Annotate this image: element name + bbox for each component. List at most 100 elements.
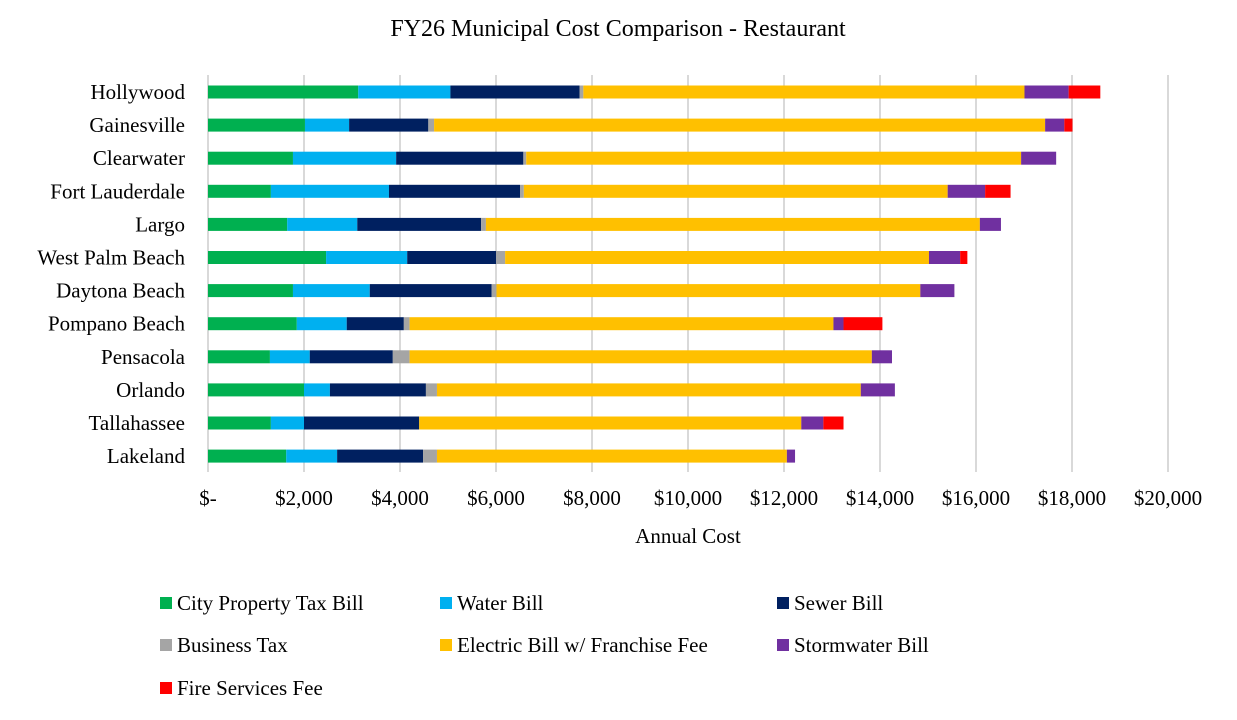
legend-swatch [160, 639, 172, 651]
bar-segment-water-bill [326, 251, 408, 264]
x-tick-labels: $- $2,000 $4,000 $6,000 $8,000 $10,000 $12,000… [199, 486, 1202, 510]
gridlines [207, 75, 1169, 472]
category-labels: Hollywood Gainesville Clearwater Fort Laude… [37, 80, 185, 468]
bar-segment-electric-bill-w-franchise-fee [505, 251, 929, 264]
bar-segment-stormwater-bill [979, 217, 1001, 231]
bar-segment-electric-bill-w-franchise-fee [523, 184, 948, 198]
x-tick-label: $2,000 [275, 486, 333, 510]
bar-segment-sewer-bill [337, 449, 424, 463]
bar-segment-electric-bill-w-franchise-fee [496, 284, 921, 298]
x-tick-label: $6,000 [467, 486, 525, 510]
bar-segment-business-tax [523, 151, 527, 165]
legend-label: Water Bill [457, 591, 544, 615]
legend-label: Fire Services Fee [177, 676, 323, 700]
bar-segment-city-property-tax-bill [208, 284, 293, 298]
bar-segment-electric-bill-w-franchise-fee [409, 350, 872, 364]
bar-segment-fire-services-fee [1064, 118, 1073, 132]
category-label: Tallahassee [89, 411, 185, 435]
bar-segment-water-bill [292, 151, 397, 165]
bar-segment-business-tax [579, 85, 584, 99]
x-tick-label: $12,000 [750, 486, 818, 510]
x-tick-label: $16,000 [942, 486, 1010, 510]
bar-segment-sewer-bill [309, 350, 393, 364]
bar-segment-stormwater-bill [947, 184, 986, 198]
bars [208, 85, 1101, 463]
bar-segment-water-bill [296, 317, 347, 331]
bar-segment-water-bill [269, 350, 310, 364]
bar-segment-city-property-tax-bill [208, 350, 270, 364]
bar-segment-city-property-tax-bill [208, 383, 304, 397]
bar-segment-business-tax [428, 118, 435, 132]
legend-swatch [440, 639, 452, 651]
bar-segment-business-tax [491, 284, 497, 298]
bar-segment-stormwater-bill [833, 317, 844, 331]
bar-segment-sewer-bill [396, 151, 524, 165]
bar-segment-stormwater-bill [920, 284, 955, 298]
legend-swatch [777, 597, 789, 609]
legend-swatch [440, 597, 452, 609]
bar-segment-stormwater-bill [860, 383, 895, 397]
bar-segment-fire-services-fee [823, 416, 844, 430]
bar-segment-electric-bill-w-franchise-fee [419, 416, 802, 430]
x-tick-label: $18,000 [1038, 486, 1106, 510]
bar-segment-city-property-tax-bill [208, 251, 327, 264]
category-label: Pensacola [101, 345, 186, 369]
bar-segment-stormwater-bill [786, 449, 796, 463]
bar-segment-electric-bill-w-franchise-fee [434, 118, 1046, 132]
bar-segment-water-bill [292, 284, 370, 298]
bar-segment-sewer-bill [357, 217, 482, 231]
bar-segment-stormwater-bill [1045, 118, 1065, 132]
legend-swatch [777, 639, 789, 651]
bar-segment-business-tax [481, 217, 486, 231]
bar-segment-sewer-bill [349, 118, 429, 132]
bar-segment-electric-bill-w-franchise-fee [436, 383, 861, 397]
bar-segment-business-tax [392, 350, 410, 364]
bar-segment-business-tax [496, 251, 506, 264]
x-tick-label: $20,000 [1134, 486, 1202, 510]
bar-segment-city-property-tax-bill [208, 217, 288, 231]
category-label: Largo [135, 212, 185, 236]
legend-label: City Property Tax Bill [177, 591, 364, 615]
bar-segment-sewer-bill [388, 184, 520, 198]
x-tick-label: $14,000 [846, 486, 914, 510]
category-label: West Palm Beach [37, 246, 185, 270]
bar-segment-sewer-bill [407, 251, 496, 264]
x-tick-label: $- [199, 486, 217, 510]
bar-segment-business-tax [403, 317, 410, 331]
bar-segment-stormwater-bill [871, 350, 892, 364]
chart-title: FY26 Municipal Cost Comparison - Restaur… [390, 16, 846, 42]
bar-segment-business-tax [520, 184, 524, 198]
legend-label: Stormwater Bill [794, 633, 929, 657]
bar-segment-stormwater-bill [1021, 151, 1057, 165]
bar-segment-city-property-tax-bill [208, 449, 287, 463]
category-label: Hollywood [91, 80, 186, 104]
bar-segment-fire-services-fee [843, 317, 883, 331]
bar-segment-city-property-tax-bill [208, 85, 359, 99]
category-label: Pompano Beach [48, 312, 186, 336]
category-label: Clearwater [93, 146, 185, 170]
legend-label: Business Tax [177, 633, 288, 657]
bar-segment-electric-bill-w-franchise-fee [526, 151, 1022, 165]
x-tick-label: $4,000 [371, 486, 429, 510]
bar-segment-water-bill [270, 416, 304, 430]
legend-label: Electric Bill w/ Franchise Fee [457, 633, 708, 657]
bar-segment-fire-services-fee [985, 184, 1011, 198]
bar-segment-water-bill [304, 383, 330, 397]
legend-label: Sewer Bill [794, 591, 883, 615]
bar-segment-water-bill [287, 217, 358, 231]
bar-segment-fire-services-fee [960, 251, 968, 264]
bar-segment-water-bill [270, 184, 389, 198]
bar-segment-city-property-tax-bill [208, 416, 271, 430]
bar-segment-electric-bill-w-franchise-fee [436, 449, 787, 463]
category-label: Gainesville [89, 113, 185, 137]
bar-segment-business-tax [423, 449, 437, 463]
bar-segment-water-bill [286, 449, 338, 463]
bar-segment-sewer-bill [369, 284, 492, 298]
category-label: Lakeland [107, 444, 186, 468]
category-label: Daytona Beach [56, 279, 185, 303]
bar-segment-electric-bill-w-franchise-fee [409, 317, 834, 331]
legend: City Property Tax Bill Water Bill Sewer Bi… [160, 591, 929, 700]
bar-segment-city-property-tax-bill [208, 118, 305, 132]
x-tick-label: $8,000 [563, 486, 621, 510]
